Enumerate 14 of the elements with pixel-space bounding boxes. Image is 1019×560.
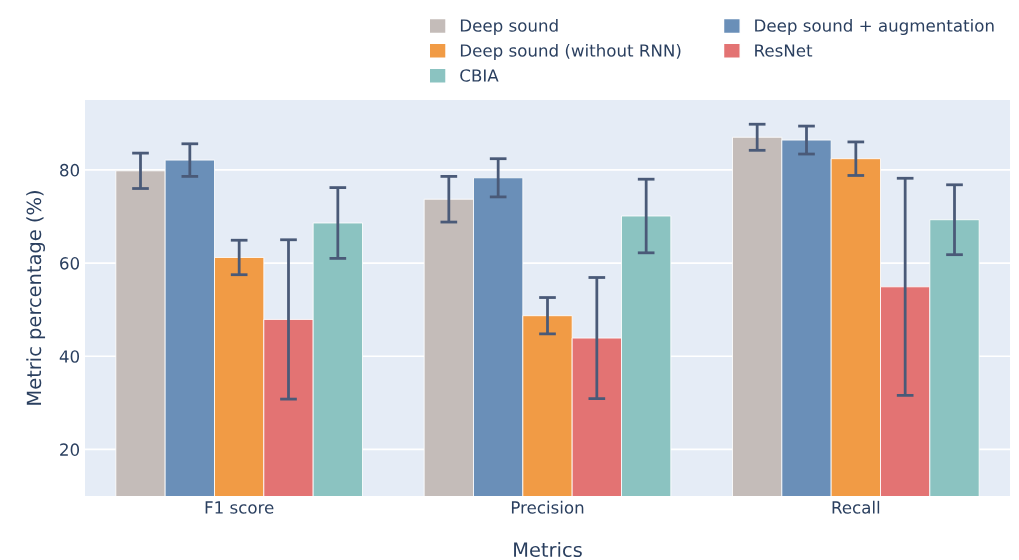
x-tick-label: Recall [832, 500, 880, 514]
legend-label: Deep sound [460, 18, 558, 36]
y-tick-label: 20 [60, 443, 80, 456]
y-tick-label: 40 [59, 350, 80, 363]
x-tick-label: Precision [511, 500, 584, 514]
legend-label: Deep sound (without RNN) [460, 43, 681, 61]
y-axis-title: Metric percentage (%) [26, 191, 46, 405]
x-axis-title: Metrics [514, 541, 582, 558]
x-tick-label: F1 score [205, 501, 274, 514]
y-tick-label: 80 [60, 163, 80, 177]
legend-label: ResNet [755, 44, 813, 57]
legend-label: Deep sound + augmentation [755, 18, 994, 36]
y-tick-label: 60 [60, 257, 80, 270]
legend-label: CBIA [460, 69, 499, 82]
